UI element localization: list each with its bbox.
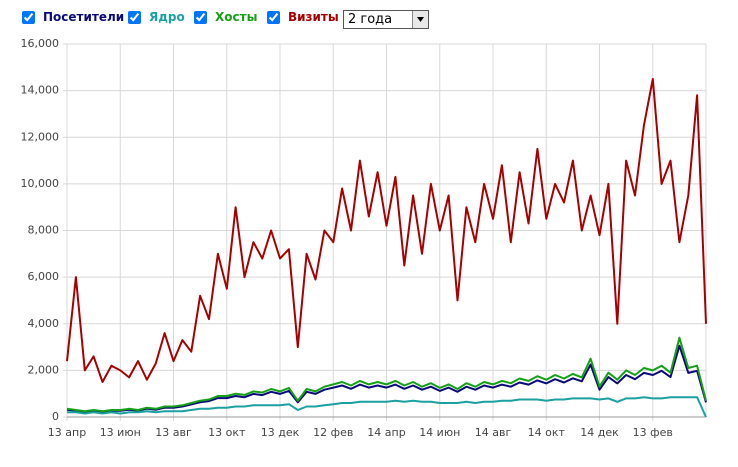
series-line <box>66 344 707 413</box>
period-select[interactable]: 2 года <box>343 10 429 29</box>
series-toggle[interactable]: Визиты <box>267 10 339 24</box>
checkbox[interactable] <box>128 10 141 24</box>
checkbox[interactable] <box>22 10 35 24</box>
y-tick-label: 10,000 <box>21 177 60 190</box>
series-toggle[interactable]: Посетители <box>22 10 124 24</box>
series-toggle[interactable]: Ядро <box>128 10 185 24</box>
x-tick-label: 14 окт <box>528 426 566 439</box>
y-tick-label: 6,000 <box>28 270 60 283</box>
x-tick-label: 14 апр <box>367 426 405 439</box>
y-tick-label: 4,000 <box>28 317 60 330</box>
period-value: 2 года <box>348 12 393 27</box>
x-tick-label: 13 окт <box>208 426 246 439</box>
toolbar: Посетители Ядро Хосты Визиты 2 года <box>0 0 738 38</box>
x-tick-label: 13 апр <box>48 426 86 439</box>
series-line <box>67 396 707 418</box>
legend-label: Ядро <box>149 10 185 24</box>
y-tick-label: 14,000 <box>21 84 60 97</box>
series-line <box>66 78 707 383</box>
x-tick-label: 14 июн <box>419 426 460 439</box>
x-tick-label: 13 июн <box>100 426 141 439</box>
x-tick-label: 13 авг <box>155 426 192 439</box>
x-tick-label: 14 дек <box>580 426 619 439</box>
dropdown-arrow <box>412 11 428 28</box>
y-tick-label: 16,000 <box>21 37 60 50</box>
y-tick-label: 12,000 <box>21 130 60 143</box>
checkbox[interactable] <box>267 10 280 24</box>
x-tick-label: 13 дек <box>261 426 300 439</box>
y-tick-label: 0 <box>52 410 59 423</box>
x-tick-label: 14 авг <box>475 426 512 439</box>
legend-label: Посетители <box>43 10 125 24</box>
legend-label: Визиты <box>288 10 339 24</box>
legend-label: Хосты <box>215 10 258 24</box>
y-tick-label: 2,000 <box>28 363 60 376</box>
checkbox[interactable] <box>194 10 207 24</box>
x-tick-label: 12 фев <box>313 426 353 439</box>
x-tick-label: 13 фев <box>633 426 673 439</box>
y-tick-label: 8,000 <box>28 224 60 237</box>
series-toggle[interactable]: Хосты <box>194 10 257 24</box>
series-line <box>66 336 707 413</box>
